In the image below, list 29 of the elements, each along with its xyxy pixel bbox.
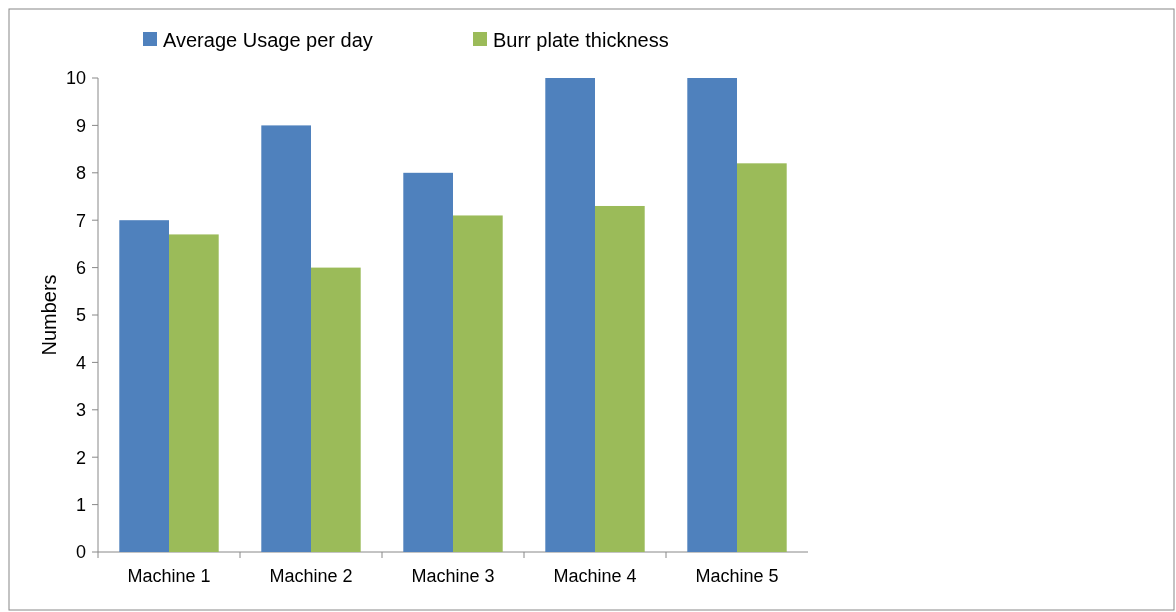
x-tick-label: Machine 1 — [127, 566, 211, 586]
legend-label: Average Usage per day — [163, 29, 373, 51]
y-tick-label: 1 — [75, 494, 86, 515]
bar — [119, 220, 169, 552]
x-tick-label: Machine 2 — [269, 566, 353, 586]
y-tick-label: 7 — [75, 210, 86, 231]
bar — [311, 267, 361, 552]
y-tick-label: 9 — [75, 115, 86, 136]
bar — [453, 215, 503, 552]
y-tick-label: 4 — [75, 352, 86, 373]
y-tick-label: 8 — [75, 163, 86, 184]
legend-label: Burr plate thickness — [493, 29, 669, 51]
bar — [687, 78, 737, 552]
x-tick-label: Machine 4 — [553, 566, 637, 586]
y-tick-label: 6 — [75, 257, 86, 278]
y-tick-label: 5 — [75, 305, 86, 326]
bar — [169, 234, 219, 552]
y-tick-label: 2 — [75, 447, 86, 468]
bar — [737, 163, 787, 552]
bar — [545, 78, 595, 552]
x-tick-label: Machine 3 — [411, 566, 495, 586]
y-tick-label: 0 — [75, 542, 86, 563]
y-tick-label: 3 — [75, 400, 86, 421]
bar — [595, 205, 645, 552]
y-tick-label: 10 — [65, 68, 86, 89]
x-tick-label: Machine 5 — [695, 566, 779, 586]
y-axis-title: Numbers — [38, 274, 60, 356]
bar — [261, 125, 311, 552]
bar — [403, 172, 453, 552]
